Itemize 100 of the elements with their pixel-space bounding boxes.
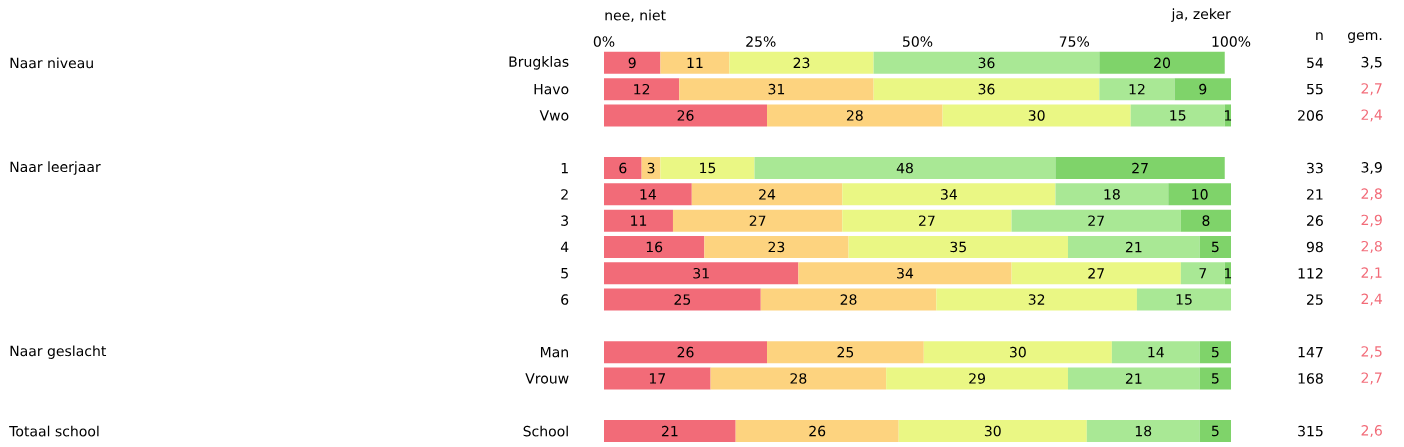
text: 2,8	[1361, 188, 1382, 201]
data-label: 25	[837, 346, 854, 358]
data-label: 35	[950, 241, 966, 253]
bar	[1136, 288, 1232, 311]
data-label: 5	[1211, 425, 1219, 437]
data-label: 1	[1224, 110, 1232, 121]
text: 54	[1307, 57, 1324, 69]
data-label: 27	[919, 215, 935, 226]
bar	[1011, 209, 1181, 232]
data-label: 34	[941, 189, 957, 200]
y-tick-label: Man	[540, 346, 568, 358]
bar	[760, 288, 937, 311]
data-label: 20	[1154, 57, 1171, 69]
data-label: 28	[790, 373, 807, 384]
data-label: 23	[768, 241, 785, 253]
text: 147	[1298, 347, 1323, 358]
bar	[1099, 78, 1175, 101]
data-label: 28	[840, 294, 857, 305]
text: 2,9	[1361, 214, 1382, 227]
text: 2,5	[1361, 346, 1382, 359]
data-label: 21	[661, 425, 678, 437]
data-label: 32	[1028, 294, 1045, 305]
x-tick-label: 25%	[746, 36, 776, 47]
data-label: 27	[1088, 215, 1104, 226]
data-label: 18	[1135, 425, 1152, 437]
data-label: 29	[969, 373, 985, 384]
data-label: 14	[1148, 347, 1164, 358]
bar	[1199, 235, 1232, 258]
data-label: 17	[649, 373, 666, 384]
data-label: 12	[634, 83, 650, 95]
text: 98	[1306, 241, 1323, 253]
bar	[1180, 262, 1225, 285]
text: 2,7	[1361, 83, 1382, 96]
bar	[1174, 78, 1232, 101]
bar	[1111, 341, 1200, 364]
data-label: 30	[984, 425, 1001, 437]
data-label: 12	[1129, 83, 1145, 95]
data-label: 26	[677, 346, 694, 358]
data-label: 26	[677, 110, 694, 121]
data-label: 30	[1028, 110, 1045, 121]
bar	[704, 235, 849, 258]
data-label: 27	[1132, 162, 1148, 174]
data-label: 36	[978, 83, 995, 95]
bar	[604, 262, 799, 285]
bar	[1199, 420, 1232, 443]
bar	[873, 78, 1100, 101]
x-tick-label: 50%	[903, 36, 933, 47]
bar	[898, 420, 1087, 443]
bar	[942, 104, 1131, 127]
y-tick-label: Vwo	[539, 110, 569, 121]
data-label: 5	[1211, 373, 1219, 384]
bar	[710, 367, 887, 390]
bar	[735, 420, 899, 443]
bar	[1011, 262, 1181, 285]
data-label: 9	[628, 57, 636, 69]
text: 2,4	[1361, 293, 1383, 306]
bar	[1199, 341, 1232, 364]
y-tick-label: 6	[561, 294, 569, 305]
data-label: 15	[700, 162, 716, 174]
bar	[604, 78, 680, 101]
bar	[660, 157, 755, 180]
bar	[604, 183, 692, 206]
bar	[1130, 104, 1225, 127]
text: 26	[1307, 215, 1323, 226]
data-label: 14	[640, 189, 657, 200]
data-label: 23	[793, 57, 810, 69]
bar	[1086, 420, 1200, 443]
y-tick-label: 5	[561, 268, 568, 279]
data-label: 16	[646, 241, 663, 253]
bar	[679, 78, 874, 101]
x-tick-label: 100%	[1212, 36, 1251, 47]
bar	[604, 367, 711, 390]
text: 2,7	[1361, 372, 1382, 385]
text: 112	[1298, 268, 1323, 279]
bar	[873, 51, 1100, 74]
data-label: 21	[1125, 373, 1142, 384]
text: Naar geslacht	[10, 345, 107, 359]
data-label: 25	[674, 294, 691, 305]
y-tick-label: 4	[560, 241, 569, 253]
text: Naar niveau	[10, 57, 93, 69]
data-label: 10	[1192, 189, 1208, 200]
data-label: 30	[1009, 346, 1026, 358]
y-tick-label: 3	[561, 215, 569, 226]
bar	[604, 288, 761, 311]
data-label: 27	[1088, 268, 1104, 279]
data-label: 1	[1224, 268, 1232, 279]
x-tick-label: 0%	[593, 36, 615, 47]
data-label: 21	[1125, 241, 1142, 253]
text: 206	[1298, 110, 1323, 121]
bar	[767, 104, 943, 127]
bar	[672, 209, 843, 232]
bar	[1067, 235, 1200, 258]
y-tick-label: 2	[561, 189, 568, 200]
bar	[729, 51, 874, 74]
bar	[848, 235, 1068, 258]
data-label: 27	[749, 215, 766, 226]
x-tick-label: 75%	[1059, 36, 1090, 47]
y-tick-label: Brugklas	[509, 56, 569, 70]
text: 33	[1307, 162, 1323, 174]
data-label: 24	[759, 189, 776, 200]
